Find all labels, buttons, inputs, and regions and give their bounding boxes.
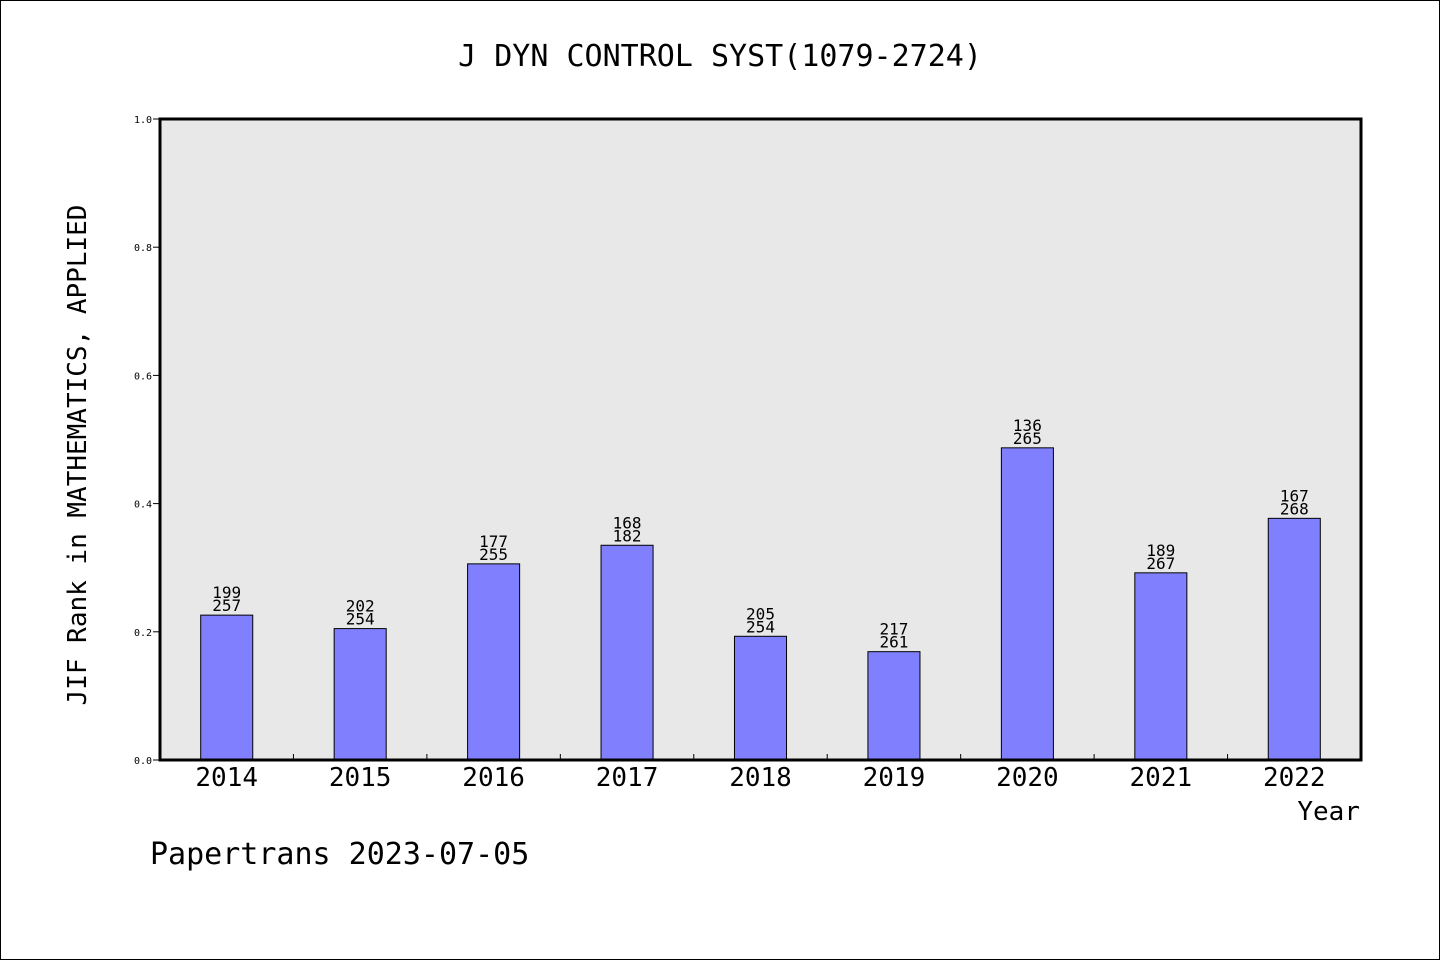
bar-rank-label: 199: [212, 583, 241, 602]
x-tick-label: 2022: [1263, 763, 1326, 793]
bar: [333, 628, 387, 761]
bar-total-label: 254: [346, 610, 375, 629]
bar: [1134, 572, 1188, 761]
chart-title: J DYN CONTROL SYST(1079-2724): [458, 39, 982, 74]
y-tick-label: 1.0: [134, 115, 152, 126]
x-tick-label: 2016: [462, 763, 525, 793]
x-axis: 2014 2015 2016 2017 2018 2019 2020 2021 2022: [195, 754, 1326, 793]
bar: [600, 544, 654, 761]
bar-rank-label: 167: [1280, 486, 1309, 505]
bar-total-label: 265: [1013, 429, 1042, 448]
bar: [733, 635, 788, 761]
x-tick-label: 2015: [329, 763, 392, 793]
y-axis-label: JIF Rank in MATHEMATICS, APPLIED: [63, 205, 93, 706]
bar: [867, 651, 921, 761]
bar-total-label: 257: [212, 596, 241, 615]
footer-text: Papertrans 2023-07-05: [150, 837, 529, 872]
bar-total-label: 255: [479, 545, 508, 564]
plot-border: [158, 117, 1363, 762]
x-axis-label: Year: [1297, 797, 1360, 827]
y-tick-label: 0.2: [134, 628, 152, 639]
y-axis: 0.0 0.2 0.4 0.6 0.8 1.0: [134, 115, 160, 767]
bar-rank-label: 217: [879, 620, 908, 639]
bar: [200, 614, 254, 761]
bar-rank-label: 168: [613, 513, 642, 532]
y-tick-label: 0.4: [134, 500, 152, 511]
bar-total-label: 261: [879, 633, 908, 652]
bar: [1000, 447, 1054, 761]
bar-rank-label: 205: [746, 604, 775, 623]
x-tick-label: 2014: [195, 763, 258, 793]
bar: [1267, 517, 1321, 761]
x-tick-label: 2021: [1130, 763, 1193, 793]
x-tick-label: 2019: [863, 763, 926, 793]
bar: [467, 563, 521, 761]
bar-total-label: 182: [613, 526, 642, 545]
bar-rank-label: 202: [346, 597, 375, 616]
y-tick-label: 0.6: [134, 371, 152, 382]
bar-total-label: 267: [1146, 554, 1175, 573]
y-tick-label: 0.0: [134, 756, 152, 767]
y-tick-label: 0.8: [134, 243, 152, 254]
x-tick-label: 2020: [996, 763, 1059, 793]
bar-rank-label: 177: [479, 532, 508, 551]
x-tick-label: 2017: [596, 763, 659, 793]
bar-total-label: 268: [1280, 499, 1309, 518]
bar-rank-label: 189: [1146, 541, 1175, 560]
x-tick-label: 2018: [729, 763, 792, 793]
bar-rank-label: 136: [1013, 416, 1042, 435]
bar-total-label: 254: [746, 617, 775, 636]
